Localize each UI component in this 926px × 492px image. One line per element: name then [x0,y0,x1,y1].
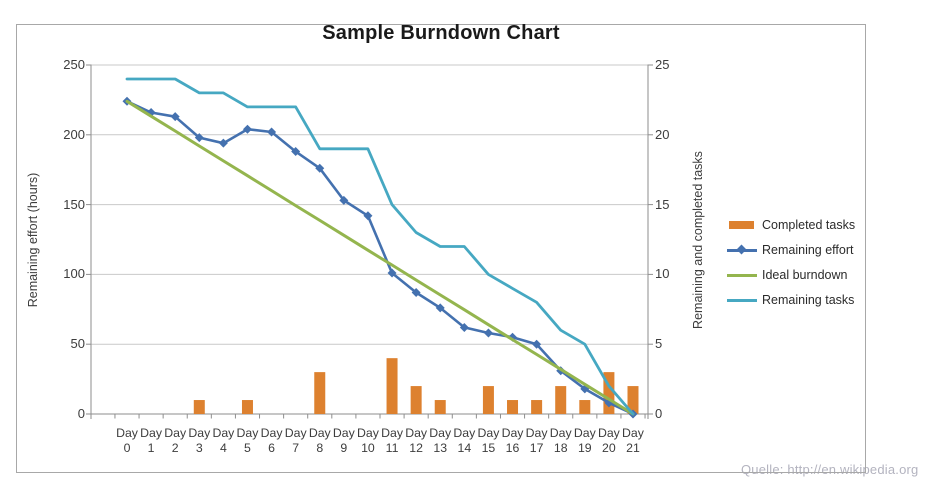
x-axis-label-day-6: Day 6 [260,426,283,455]
x-axis-label-day-16: Day 16 [501,426,524,455]
x-axis-label-day-2: Day 2 [164,426,187,455]
marker-day-3 [194,133,204,143]
marker-day-5 [242,124,252,134]
x-axis-label-day-11: Day 11 [381,426,403,455]
marker-day-17 [532,339,542,349]
marker-day-12 [411,288,421,298]
x-axis-label-day-12: Day 12 [405,426,428,455]
bar-day-15 [482,386,494,414]
left-axis-tick-150: 150 [63,196,85,212]
x-axis-label-day-19: Day 19 [573,426,596,455]
legend-item-completed-tasks: Completed tasks [727,212,855,237]
watermark: Quelle: http://en.wikipedia.org [741,462,919,477]
marker-day-11 [387,268,397,278]
x-axis-label-day-21: Day 21 [622,426,644,455]
chart-title: Sample Burndown Chart [322,22,560,44]
right-axis-tick-25: 25 [655,57,670,72]
marker-day-4 [218,138,228,148]
left-axis-title: Remaining effort (hours) [26,172,40,308]
gridlines [91,64,648,345]
line-remaining-tasks [125,77,635,416]
bar-day-19 [579,400,591,414]
chart-frame [16,24,866,473]
x-axis-label-day-17: Day 17 [525,426,548,455]
bar-day-12 [410,386,422,414]
series-completed-tasks [193,358,639,414]
bar-day-20 [603,372,615,414]
bar-day-16 [507,400,519,414]
right-axis-title: Remaining and completed tasks [691,151,705,329]
x-axis-label-day-1: Day 1 [140,426,163,455]
ideal-burndown-swatch-icon [727,269,757,281]
marker-day-13 [435,303,445,313]
bar-day-5 [241,400,253,414]
series-remaining-tasks [125,77,635,416]
legend-label: Remaining tasks [762,292,855,307]
completed-tasks-swatch-icon [727,219,757,231]
marker-day-9 [339,195,349,205]
left-axis-tick-50: 50 [70,336,85,352]
legend-label: Completed tasks [762,217,856,232]
line-remaining-effort [125,100,635,416]
remaining-effort-swatch-icon [727,244,757,256]
x-axis-label-day-5: Day 5 [236,426,259,455]
legend-item-ideal-burndown: Ideal burndown [727,262,855,287]
marker-day-14 [459,322,469,332]
left-axis-tick-200: 200 [63,126,85,142]
x-axis-label-day-15: Day 15 [477,426,500,455]
left-axis-tick-250: 250 [63,57,85,72]
marker-day-7 [291,147,301,157]
marker-day-15 [483,328,493,338]
right-axis-tick-0: 0 [655,406,663,421]
bar-day-8 [314,372,326,414]
right-axis-tick-10: 10 [655,266,670,282]
bar-day-11 [386,358,398,414]
bar-day-18 [555,386,567,414]
x-axis-label-day-14: Day 14 [453,426,476,455]
right-axis-tick-20: 20 [655,126,670,142]
remaining-tasks-swatch-icon [727,294,757,306]
x-axis-label-day-3: Day 3 [188,426,211,455]
line-ideal-burndown [125,99,635,416]
legend-item-remaining-effort: Remaining effort [727,237,855,262]
x-axis-label-day-7: Day 7 [284,426,307,455]
x-axis-label-day-20: Day 20 [597,426,620,455]
x-axis-label-day-8: Day 8 [308,426,331,455]
marker-day-10 [363,211,373,221]
marker-day-6 [267,127,277,137]
bar-day-13 [434,400,446,414]
legend-label: Ideal burndown [762,267,848,282]
left-axis-tick-100: 100 [63,266,85,282]
marker-day-2 [170,112,180,122]
right-axis-tick-5: 5 [655,336,663,352]
x-axis-label-day-4: Day 4 [212,426,235,455]
legend: Completed tasks Remaining effort Ideal bur… [727,212,855,312]
marker-day-8 [315,163,325,173]
x-axis-label-day-9: Day 9 [332,426,355,455]
x-axis-label-day-18: Day 18 [549,426,572,455]
x-axis-label-day-13: Day 13 [429,426,452,455]
right-axis-tick-15: 15 [655,196,670,212]
bar-day-3 [193,400,205,414]
left-axis-tick-0: 0 [77,406,85,421]
bar-day-21 [627,386,639,414]
legend-item-remaining-tasks: Remaining tasks [727,287,855,312]
legend-label: Remaining effort [762,242,854,257]
x-axis-label-day-10: Day 10 [357,426,379,455]
series-ideal-burndown [125,99,635,416]
x-axis-label-day-0: Day 0 [116,426,138,455]
bar-day-17 [531,400,543,414]
axes [86,64,653,419]
